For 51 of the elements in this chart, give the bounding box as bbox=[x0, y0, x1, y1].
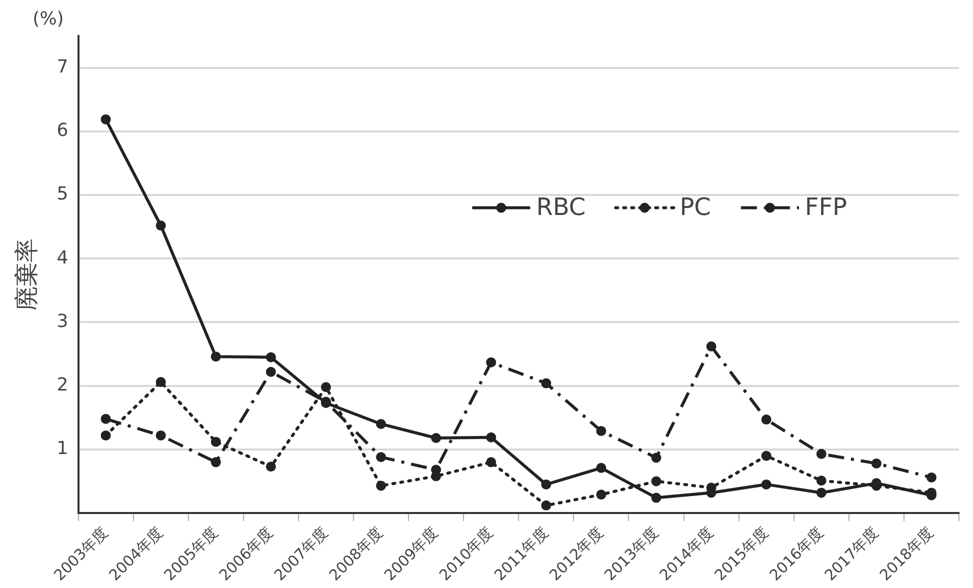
point bbox=[100, 430, 111, 440]
point bbox=[266, 366, 276, 377]
point bbox=[156, 430, 166, 440]
point bbox=[376, 480, 386, 491]
legend-label: PC bbox=[680, 192, 711, 221]
y-tick-label: 2 bbox=[56, 374, 68, 396]
point bbox=[486, 432, 496, 442]
point bbox=[156, 377, 166, 388]
y-tick-label: 6 bbox=[56, 120, 68, 142]
point bbox=[761, 414, 772, 425]
text: (%) bbox=[32, 8, 64, 30]
point bbox=[651, 452, 662, 463]
point bbox=[926, 472, 936, 482]
point bbox=[541, 378, 552, 388]
point bbox=[596, 490, 606, 500]
point bbox=[100, 414, 111, 424]
point bbox=[486, 457, 496, 468]
point bbox=[320, 382, 331, 392]
point bbox=[431, 471, 442, 482]
y-axis-title: 廃棄率 bbox=[12, 238, 41, 311]
point bbox=[266, 462, 276, 472]
point bbox=[266, 352, 276, 362]
y-tick-label: 5 bbox=[56, 184, 68, 205]
y-tick-label: 7 bbox=[56, 56, 68, 78]
point bbox=[761, 450, 772, 461]
point bbox=[541, 479, 552, 490]
point bbox=[816, 448, 826, 459]
point bbox=[156, 220, 166, 231]
point bbox=[431, 433, 442, 444]
point bbox=[210, 436, 221, 447]
y-tick-label: 3 bbox=[56, 310, 68, 332]
point bbox=[816, 488, 826, 498]
point bbox=[486, 357, 496, 368]
legend-label: RBC bbox=[536, 192, 586, 221]
point bbox=[871, 458, 882, 468]
point bbox=[100, 114, 111, 124]
point bbox=[816, 476, 826, 486]
point bbox=[376, 419, 386, 430]
y-tick-label: 1 bbox=[56, 438, 68, 460]
point bbox=[651, 476, 662, 486]
point bbox=[651, 492, 662, 503]
point bbox=[706, 341, 716, 352]
point bbox=[541, 500, 552, 510]
point bbox=[210, 457, 221, 468]
point bbox=[210, 352, 221, 362]
point bbox=[596, 426, 606, 436]
point bbox=[596, 462, 606, 473]
point bbox=[761, 479, 772, 490]
y-tick-label: 4 bbox=[56, 247, 68, 268]
point bbox=[376, 452, 386, 462]
legend-label: FFP bbox=[804, 192, 848, 221]
